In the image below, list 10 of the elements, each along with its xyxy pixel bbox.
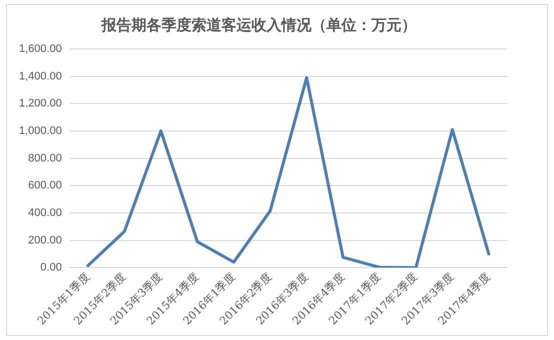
y-tick-label: 400.00 [28, 206, 62, 219]
y-tick-label: 600.00 [28, 180, 62, 192]
y-tick-label: 800.00 [28, 152, 62, 164]
y-tick-label: 200.00 [28, 234, 62, 246]
y-tick-label: 1,200.00 [18, 98, 62, 110]
y-tick-label: 1,600.00 [18, 43, 62, 56]
y-tick-label: 0.00 [40, 262, 62, 274]
y-tick-label: 1,000.00 [18, 125, 62, 137]
y-tick-label: 1,400.00 [18, 70, 62, 82]
chart-title: 报告期各季度索道客运收入情况（单位：万元） [100, 16, 416, 34]
